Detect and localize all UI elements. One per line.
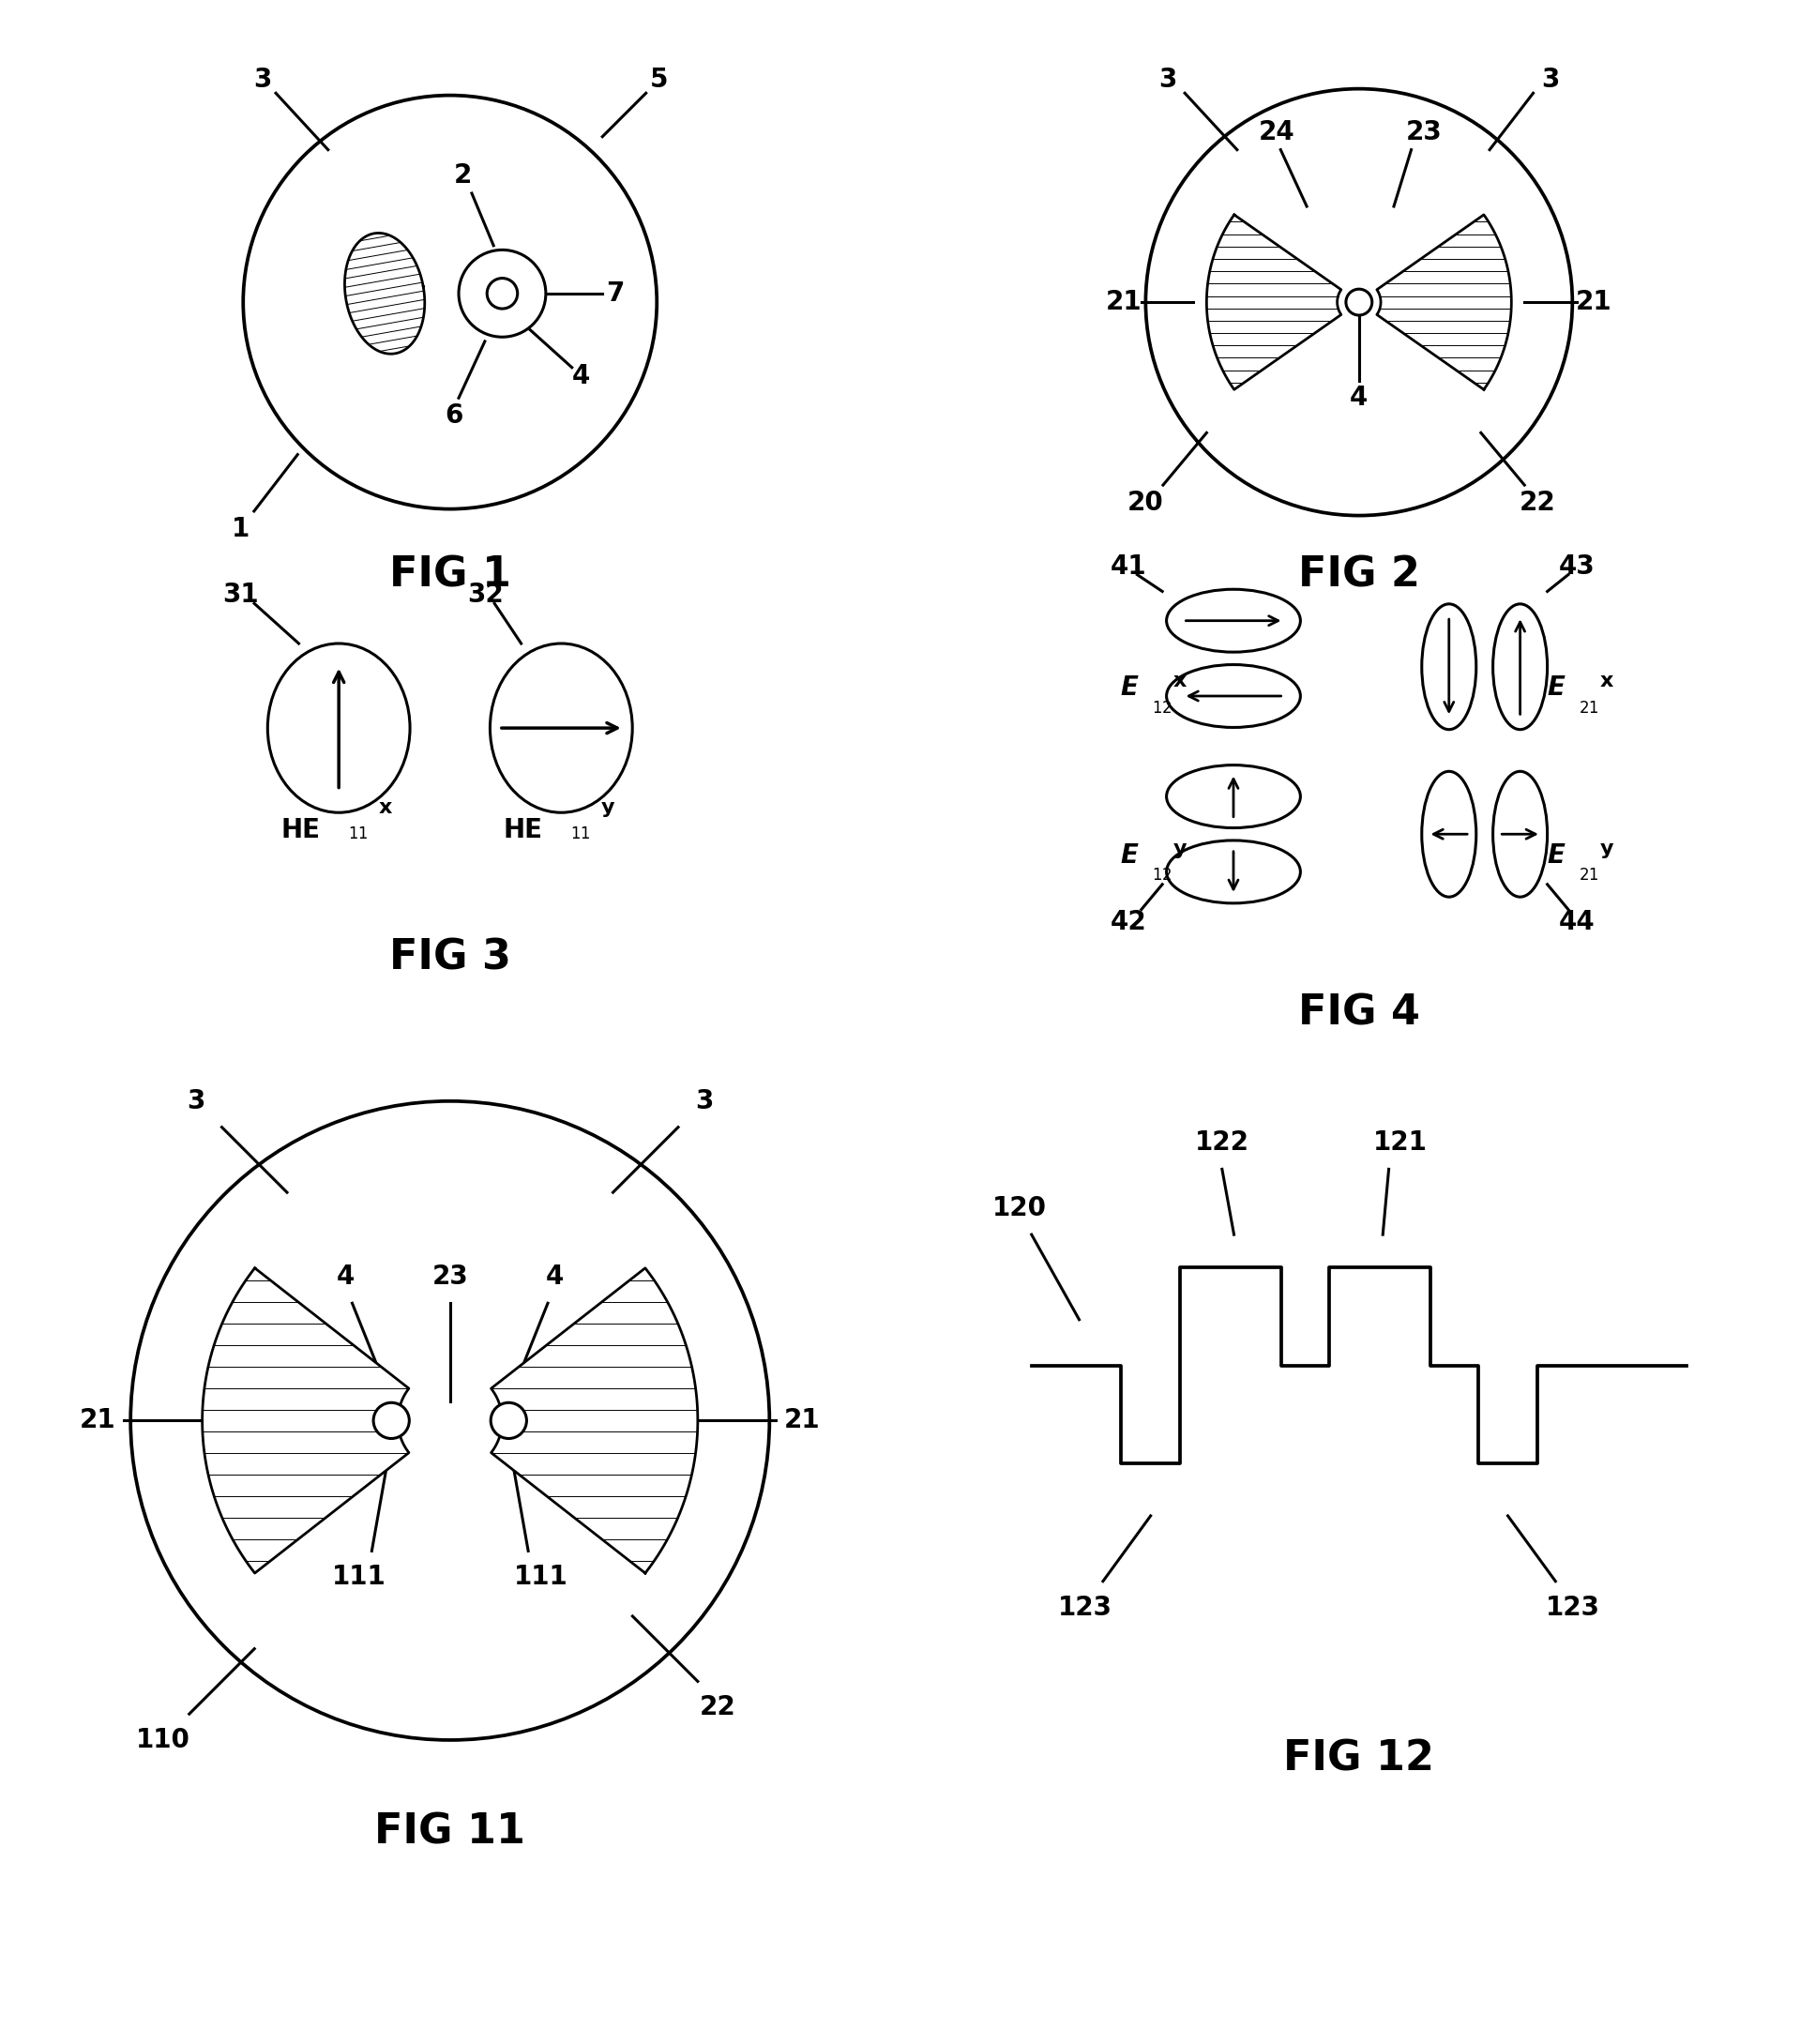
Text: 20: 20 bbox=[1127, 489, 1165, 515]
Polygon shape bbox=[344, 233, 425, 354]
Text: y: y bbox=[1600, 840, 1613, 858]
Text: 42: 42 bbox=[1111, 910, 1147, 936]
Text: $_{12}$: $_{12}$ bbox=[1152, 693, 1172, 715]
Text: 23: 23 bbox=[1406, 119, 1442, 145]
Text: 43: 43 bbox=[1559, 554, 1595, 578]
Text: 6: 6 bbox=[445, 403, 463, 429]
Text: 120: 120 bbox=[992, 1196, 1048, 1222]
Text: 121: 121 bbox=[1373, 1130, 1427, 1157]
Text: $_{12}$: $_{12}$ bbox=[1152, 861, 1172, 883]
Text: 21: 21 bbox=[79, 1408, 115, 1433]
Ellipse shape bbox=[373, 1402, 409, 1439]
Text: y: y bbox=[1174, 840, 1186, 858]
Ellipse shape bbox=[488, 278, 517, 309]
Text: $_{21}$: $_{21}$ bbox=[1579, 693, 1598, 715]
Text: E: E bbox=[1120, 675, 1138, 701]
Text: x: x bbox=[1600, 672, 1613, 691]
Text: 21: 21 bbox=[1105, 288, 1141, 315]
Text: 3: 3 bbox=[1159, 67, 1177, 94]
Text: 44: 44 bbox=[1559, 910, 1595, 936]
Ellipse shape bbox=[1346, 288, 1372, 315]
Text: 111: 111 bbox=[515, 1564, 569, 1590]
Text: 123: 123 bbox=[1058, 1594, 1112, 1621]
Text: E: E bbox=[1548, 842, 1566, 869]
Text: 24: 24 bbox=[1258, 119, 1294, 145]
Text: $_{11}$: $_{11}$ bbox=[347, 820, 367, 842]
Text: 23: 23 bbox=[432, 1263, 468, 1290]
Text: FIG 1: FIG 1 bbox=[389, 554, 511, 595]
Text: HE: HE bbox=[281, 818, 320, 844]
Text: 2: 2 bbox=[454, 164, 472, 188]
Ellipse shape bbox=[1145, 88, 1573, 515]
Polygon shape bbox=[202, 1267, 409, 1574]
Text: 4: 4 bbox=[1350, 384, 1368, 411]
Text: 41: 41 bbox=[1111, 554, 1147, 578]
Text: 3: 3 bbox=[254, 67, 272, 94]
Text: E: E bbox=[1548, 675, 1566, 701]
Text: 3: 3 bbox=[695, 1087, 713, 1114]
Text: 31: 31 bbox=[223, 580, 259, 607]
Text: 5: 5 bbox=[650, 67, 668, 94]
Polygon shape bbox=[491, 1267, 698, 1574]
Text: 4: 4 bbox=[337, 1263, 355, 1290]
Text: y: y bbox=[601, 799, 616, 818]
Text: 110: 110 bbox=[137, 1727, 191, 1754]
Text: x: x bbox=[1174, 672, 1186, 691]
Text: 4: 4 bbox=[572, 364, 590, 388]
Text: x: x bbox=[378, 799, 392, 818]
Text: 21: 21 bbox=[785, 1408, 821, 1433]
Text: FIG 3: FIG 3 bbox=[389, 936, 511, 977]
Text: 7: 7 bbox=[607, 280, 625, 307]
Polygon shape bbox=[1206, 215, 1341, 390]
Ellipse shape bbox=[131, 1102, 769, 1739]
Text: 1: 1 bbox=[232, 515, 250, 542]
Ellipse shape bbox=[459, 249, 545, 337]
Text: 22: 22 bbox=[698, 1694, 736, 1721]
Text: 111: 111 bbox=[331, 1564, 385, 1590]
Text: $_{11}$: $_{11}$ bbox=[571, 820, 590, 842]
Text: 3: 3 bbox=[1541, 67, 1559, 94]
Text: 32: 32 bbox=[468, 580, 504, 607]
Text: HE: HE bbox=[504, 818, 544, 844]
Polygon shape bbox=[1377, 215, 1512, 390]
Text: E: E bbox=[1120, 842, 1138, 869]
Text: FIG 2: FIG 2 bbox=[1298, 554, 1420, 595]
Text: 22: 22 bbox=[1519, 489, 1555, 515]
Text: FIG 4: FIG 4 bbox=[1298, 993, 1420, 1034]
Ellipse shape bbox=[243, 96, 657, 509]
Text: 123: 123 bbox=[1546, 1594, 1600, 1621]
Text: 21: 21 bbox=[1577, 288, 1613, 315]
Text: 122: 122 bbox=[1195, 1130, 1249, 1157]
Text: 4: 4 bbox=[545, 1263, 563, 1290]
Text: FIG 12: FIG 12 bbox=[1283, 1737, 1435, 1778]
Text: FIG 11: FIG 11 bbox=[374, 1811, 526, 1852]
Text: 3: 3 bbox=[187, 1087, 205, 1114]
Text: $_{21}$: $_{21}$ bbox=[1579, 861, 1598, 883]
Ellipse shape bbox=[491, 1402, 527, 1439]
